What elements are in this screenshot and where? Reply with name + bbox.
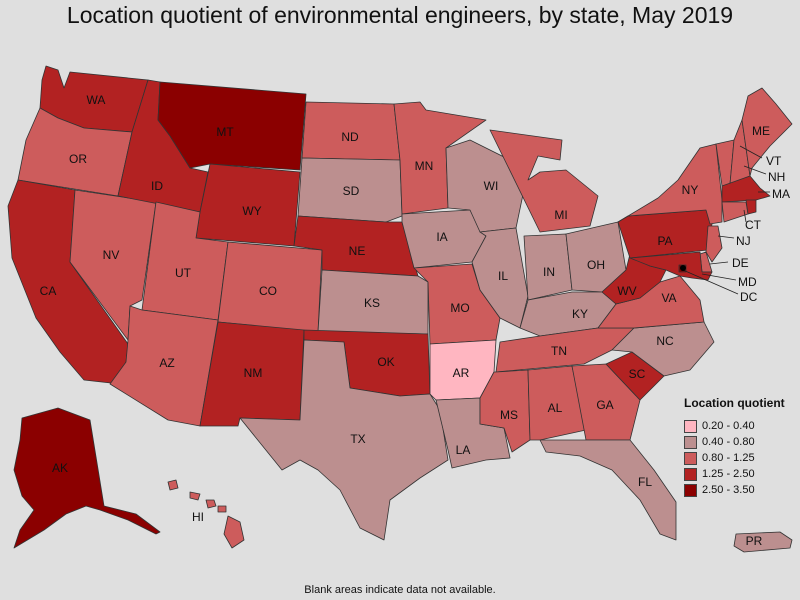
label-OK: OK (377, 355, 394, 369)
legend-label: 0.80 - 1.25 (702, 452, 755, 464)
label-SC: SC (629, 367, 646, 381)
label-VT: VT (766, 154, 782, 168)
label-KS: KS (364, 296, 380, 310)
legend-item: 0.20 - 0.40 (684, 418, 799, 434)
label-MD: MD (738, 275, 757, 289)
state-GA[interactable] (571, 363, 641, 441)
label-MA: MA (772, 187, 790, 201)
label-NE: NE (349, 244, 366, 258)
label-WY: WY (242, 204, 261, 218)
label-CA: CA (40, 284, 57, 298)
label-NH: NH (768, 170, 785, 184)
legend-label: 0.20 - 0.40 (702, 420, 755, 432)
label-SD: SD (343, 184, 360, 198)
state-PR[interactable] (733, 531, 793, 553)
legend-item: 1.25 - 2.50 (684, 466, 799, 482)
label-NY: NY (682, 183, 699, 197)
label-ID: ID (151, 179, 163, 193)
legend-swatch (684, 419, 697, 433)
state-MO[interactable] (413, 263, 501, 345)
label-MS: MS (500, 408, 518, 422)
label-HI: HI (192, 510, 204, 524)
legend-item: 0.40 - 0.80 (684, 434, 799, 450)
legend-item: 2.50 - 3.50 (684, 482, 799, 498)
label-DE: DE (732, 256, 749, 270)
state-MD[interactable] (629, 251, 713, 281)
label-WA: WA (87, 93, 106, 107)
label-MI: MI (554, 208, 567, 222)
legend-label: 2.50 - 3.50 (702, 484, 755, 496)
legend-label: 0.40 - 0.80 (702, 436, 755, 448)
label-NV: NV (103, 248, 120, 262)
label-TX: TX (350, 432, 365, 446)
label-WI: WI (484, 179, 499, 193)
legend-swatch (684, 451, 697, 465)
label-IA: IA (436, 230, 447, 244)
label-MN: MN (415, 159, 434, 173)
state-TX[interactable] (239, 339, 449, 541)
label-UT: UT (175, 266, 192, 280)
state-MI[interactable] (489, 129, 599, 233)
state-WY[interactable] (195, 163, 301, 247)
label-NJ: NJ (736, 234, 751, 248)
state-RI[interactable] (745, 199, 757, 215)
label-GA: GA (596, 398, 613, 412)
state-SD[interactable] (297, 157, 403, 223)
label-DC: DC (740, 290, 758, 304)
label-IN: IN (543, 265, 555, 279)
legend-swatch (684, 483, 697, 497)
state-MT[interactable] (157, 81, 307, 171)
label-NC: NC (656, 334, 674, 348)
label-MT: MT (216, 125, 234, 139)
label-VA: VA (661, 291, 676, 305)
label-AL: AL (548, 401, 563, 415)
label-AK: AK (52, 461, 68, 475)
state-HI[interactable] (167, 479, 245, 549)
state-AL[interactable] (527, 365, 587, 441)
label-CT: CT (745, 218, 762, 232)
label-ND: ND (341, 130, 359, 144)
callout-lines (682, 145, 770, 295)
legend-swatch (684, 467, 697, 481)
state-labels: WA OR CA NV ID MT WY UT AZ CO NM ND SD N… (40, 93, 790, 548)
state-FL[interactable] (539, 439, 677, 541)
label-MO: MO (450, 301, 469, 315)
label-ME: ME (752, 124, 770, 138)
label-LA: LA (456, 443, 471, 457)
legend: Location quotient 0.20 - 0.40 0.40 - 0.8… (684, 396, 799, 498)
map-title: Location quotient of environmental engin… (66, 2, 734, 28)
label-OH: OH (587, 258, 605, 272)
label-WV: WV (617, 284, 636, 298)
label-AZ: AZ (159, 356, 174, 370)
state-AK[interactable] (13, 407, 161, 549)
legend-title: Location quotient (684, 396, 785, 410)
legend-item: 0.80 - 1.25 (684, 450, 799, 466)
label-FL: FL (638, 475, 652, 489)
label-OR: OR (69, 152, 87, 166)
label-KY: KY (572, 307, 588, 321)
state-NY[interactable] (617, 143, 723, 225)
label-IL: IL (498, 269, 508, 283)
state-IL[interactable] (471, 227, 529, 329)
label-CO: CO (259, 284, 277, 298)
state-KS[interactable] (317, 269, 429, 335)
label-NM: NM (244, 366, 263, 380)
label-TN: TN (551, 344, 567, 358)
legend-label: 1.25 - 2.50 (702, 468, 755, 480)
label-PA: PA (657, 234, 672, 248)
dc-marker (680, 265, 686, 271)
legend-swatch (684, 435, 697, 449)
label-PR: PR (746, 534, 763, 548)
label-AR: AR (453, 366, 470, 380)
footnote: Blank areas indicate data not available. (304, 584, 496, 596)
state-NJ[interactable] (705, 225, 723, 263)
